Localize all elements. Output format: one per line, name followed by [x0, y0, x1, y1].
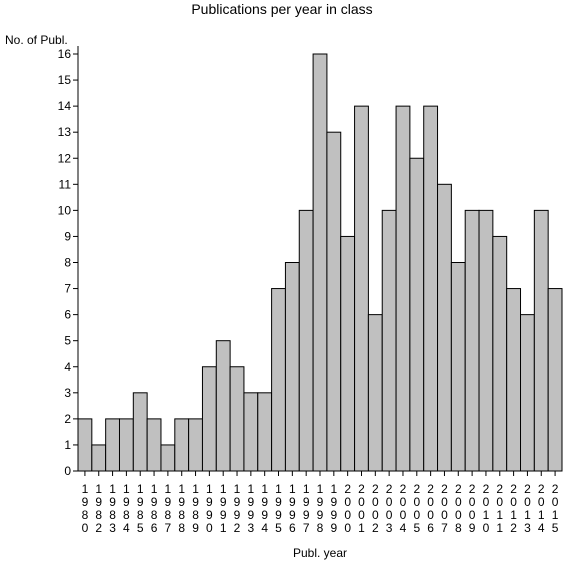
- y-tick-label-13: 13: [58, 125, 72, 139]
- bar-2003: [381, 209, 397, 472]
- x-axis-label: Publ. year: [293, 546, 347, 560]
- y-tick-label-1: 1: [64, 438, 71, 452]
- bar-2010: [478, 209, 494, 472]
- bar-2014: [533, 209, 549, 472]
- chart-title: Publications per year in class: [191, 1, 372, 17]
- bar-2008: [450, 262, 466, 472]
- bar-1999: [326, 131, 342, 472]
- bar-1995: [271, 288, 286, 472]
- y-tick-label-16: 16: [58, 47, 72, 61]
- bar-2005: [409, 157, 425, 472]
- y-tick-label-2: 2: [64, 412, 71, 426]
- bar-2013: [520, 314, 535, 472]
- y-tick-label-15: 15: [58, 73, 72, 87]
- y-tick-label-6: 6: [64, 308, 71, 322]
- bar-1990: [201, 366, 217, 472]
- bar-2004: [395, 105, 411, 472]
- bar-1985: [132, 392, 148, 472]
- bar-1980: [77, 418, 93, 472]
- bar-2012: [506, 288, 522, 472]
- y-tick-label-5: 5: [64, 334, 71, 348]
- bar-1993: [243, 392, 259, 472]
- bar-1984: [118, 418, 134, 472]
- y-tick-label-0: 0: [64, 464, 71, 478]
- bar-2015: [547, 288, 563, 472]
- y-tick-label-9: 9: [64, 229, 71, 243]
- bar-1992: [229, 366, 245, 472]
- bar-1986: [146, 418, 162, 472]
- bar-1998: [312, 53, 328, 472]
- bar-2002: [367, 314, 383, 472]
- y-tick-label-10: 10: [58, 203, 72, 217]
- bar-2011: [492, 235, 508, 472]
- bar-2000: [340, 235, 356, 472]
- y-tick-label-11: 11: [59, 177, 72, 191]
- y-tick-label-4: 4: [64, 360, 71, 374]
- y-axis-label: No. of Publ.: [5, 33, 68, 47]
- bar-1988: [174, 418, 190, 472]
- bar-2001: [354, 105, 369, 472]
- bar-1989: [188, 418, 203, 472]
- y-tick-label-8: 8: [64, 256, 71, 270]
- bar-2007: [437, 183, 452, 472]
- y-tick-label-3: 3: [64, 386, 71, 400]
- bar-1982: [91, 444, 107, 472]
- y-tick-label-12: 12: [58, 151, 72, 165]
- bar-2009: [464, 209, 480, 472]
- bar-2006: [423, 105, 439, 472]
- bar-1983: [105, 418, 120, 472]
- y-tick-label-14: 14: [58, 99, 72, 113]
- bar-1996: [284, 262, 300, 472]
- bar-1994: [257, 392, 273, 472]
- bar-1991: [215, 340, 231, 472]
- y-tick-label-7: 7: [64, 282, 71, 296]
- bar-1997: [298, 209, 314, 472]
- bar-1987: [160, 444, 176, 472]
